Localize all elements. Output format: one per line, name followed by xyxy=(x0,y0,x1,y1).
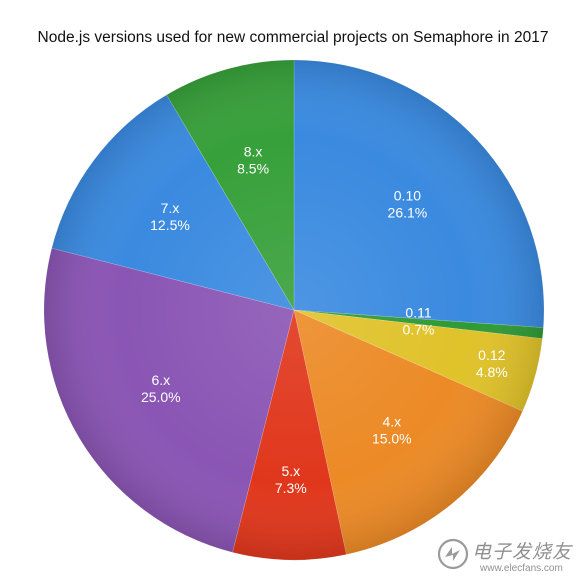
chart-title: Node.js versions used for new commercial… xyxy=(37,29,549,46)
pie-label-0-11: 0.11 0.7% xyxy=(403,305,435,338)
watermark-name: 电子发烧友 xyxy=(472,541,573,563)
pie-label-5-x: 5.x 7.3% xyxy=(275,463,307,496)
pie-label-8-x: 8.x 8.5% xyxy=(237,144,269,177)
elecfans-logo-icon xyxy=(437,538,469,570)
pie-label-6-x: 6.x 25.0% xyxy=(141,372,181,405)
pie-label-7-x: 7.x 12.5% xyxy=(150,200,190,233)
watermark-url: www.elecfans.com xyxy=(480,563,563,574)
watermark: 电子发烧友 www.elecfans.com xyxy=(436,535,580,581)
pie-label-0-10: 0.10 26.1% xyxy=(388,187,428,220)
pie-label-4-x: 4.x 15.0% xyxy=(372,413,412,446)
pie-label-0-12: 0.12 4.8% xyxy=(476,347,508,380)
